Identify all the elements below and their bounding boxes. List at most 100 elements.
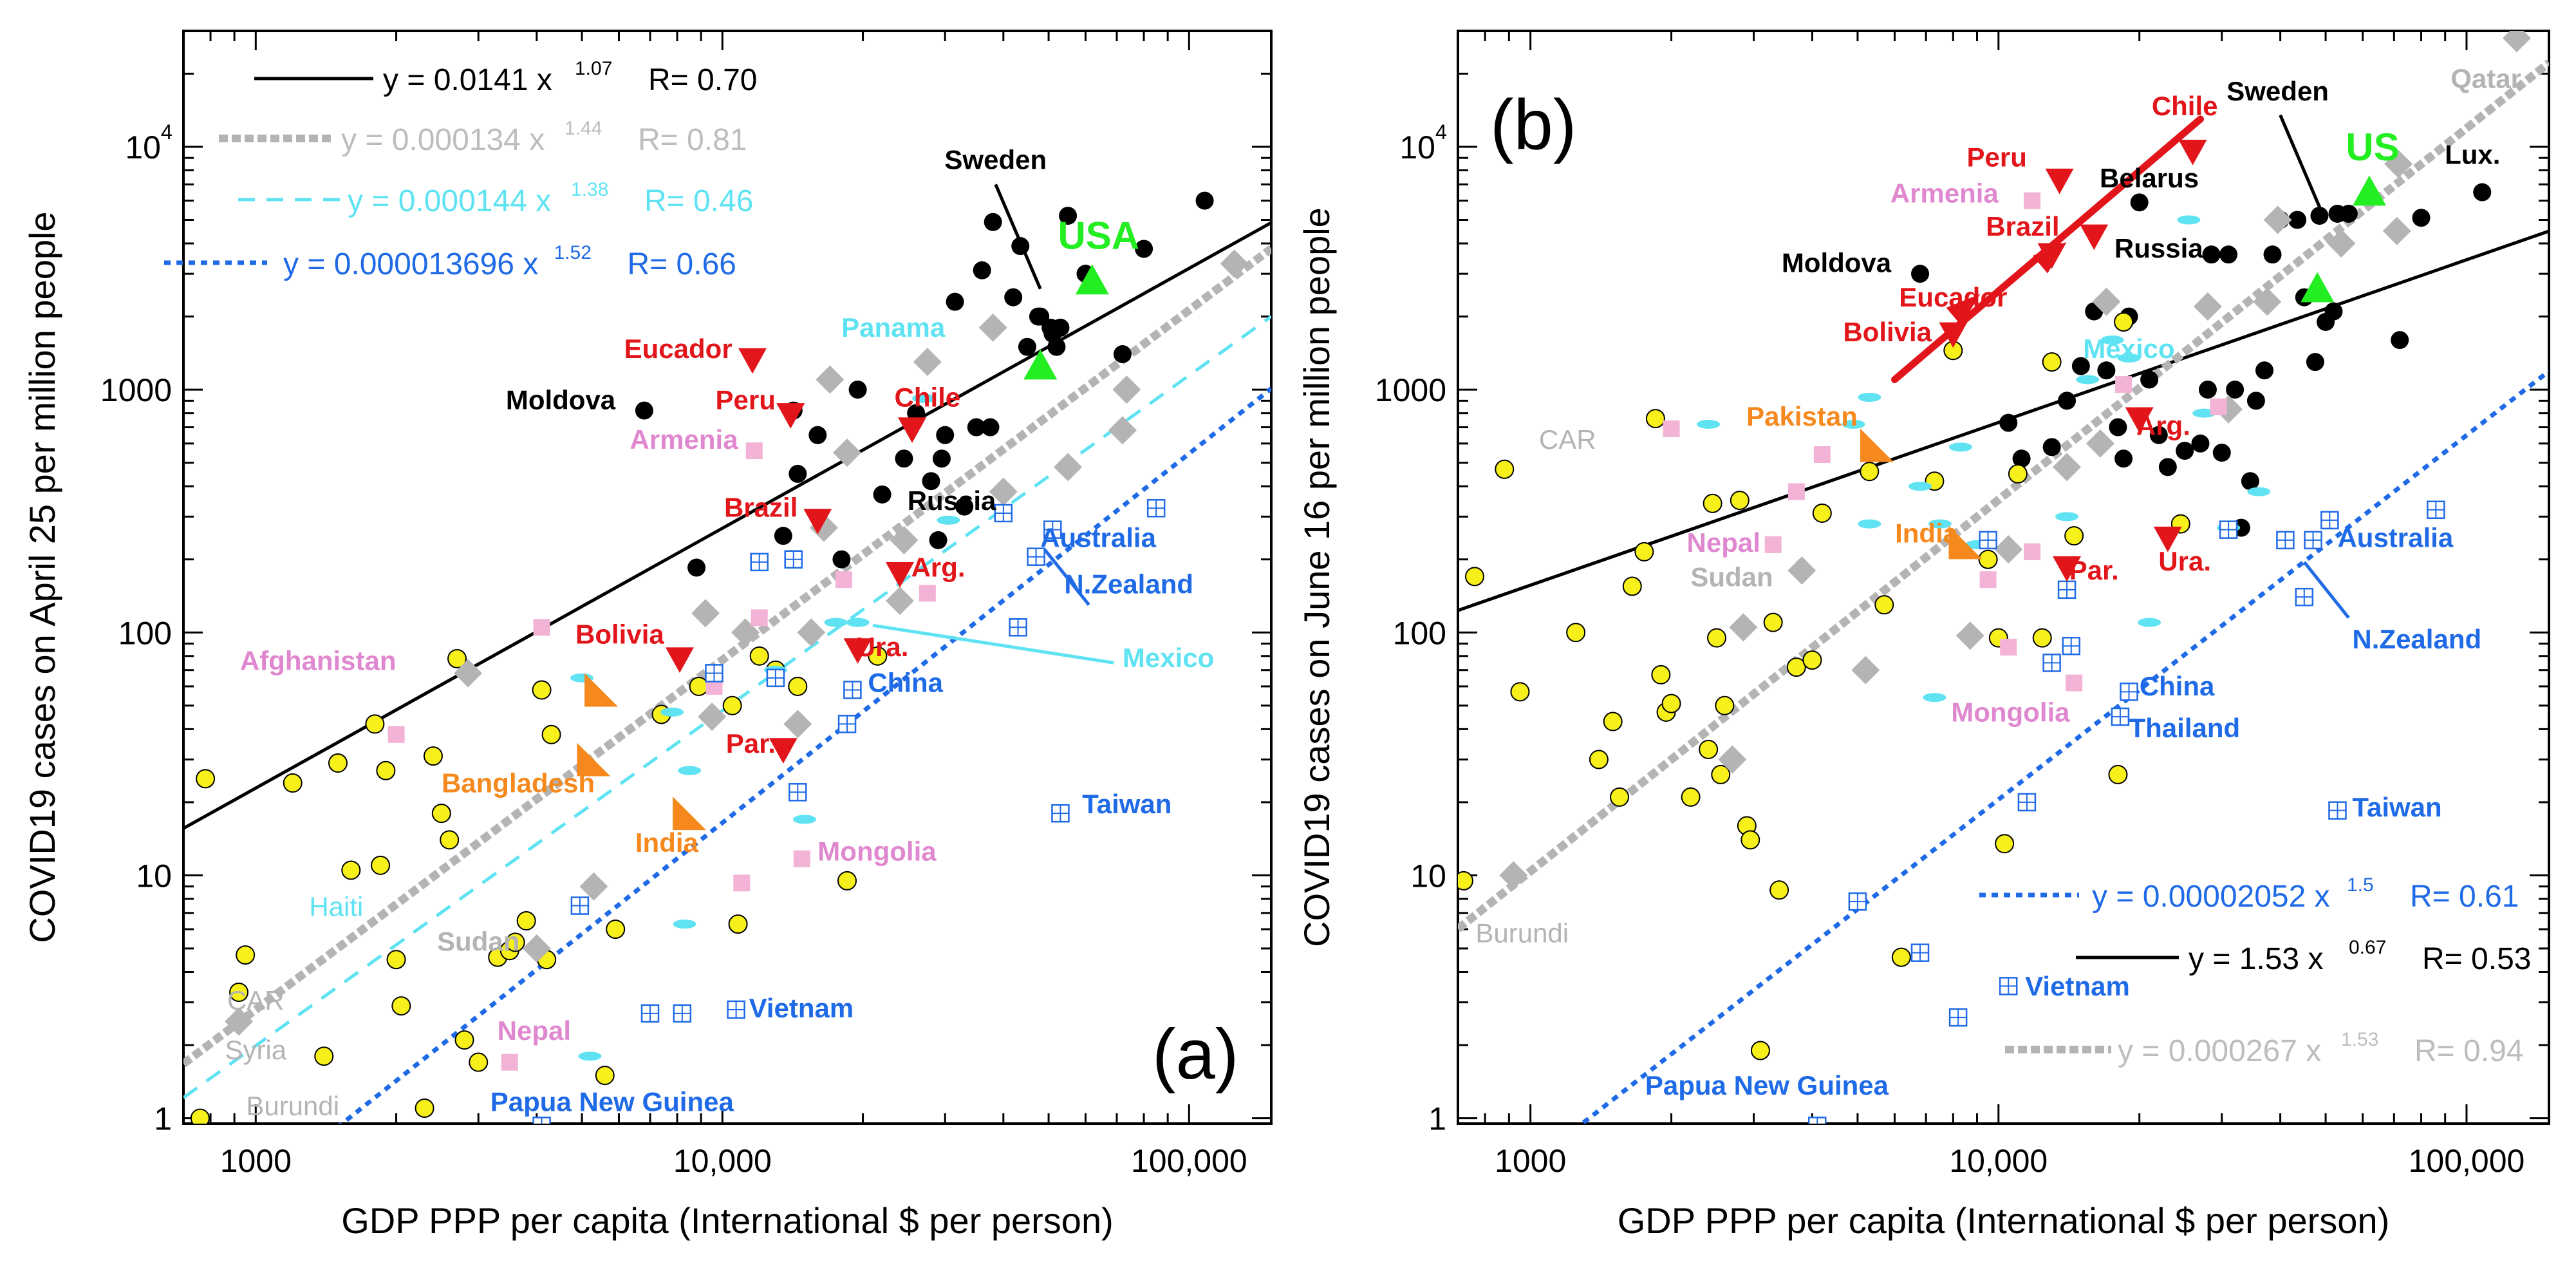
data-point xyxy=(229,983,249,1003)
fit-exponent: 1.44 xyxy=(565,118,602,139)
data-point xyxy=(808,426,827,444)
data-point xyxy=(890,525,919,554)
trend-arrow xyxy=(1946,294,1981,326)
y-tick-label: 1 xyxy=(1428,1101,1446,1137)
data-point xyxy=(2045,168,2074,194)
annotation-label: CAR xyxy=(227,985,285,1015)
data-point xyxy=(2008,464,2028,484)
data-point xyxy=(1750,1041,1770,1061)
data-point xyxy=(1499,861,1528,890)
annotation-label: Peru xyxy=(1967,142,2027,172)
data-point xyxy=(1697,419,1721,429)
fit-exponent: 1.07 xyxy=(575,58,612,79)
data-point xyxy=(2176,442,2194,460)
data-point xyxy=(1891,947,1911,967)
annotation-label: Ura. xyxy=(856,632,909,662)
data-point xyxy=(1112,375,1141,404)
annotation-label: Syria xyxy=(225,1035,286,1065)
data-point xyxy=(769,738,798,764)
data-point xyxy=(913,348,942,377)
data-point xyxy=(2178,140,2207,165)
data-point xyxy=(1955,621,1984,650)
data-point xyxy=(937,515,960,525)
data-point xyxy=(2288,211,2307,229)
fit-r-value: R= 0.46 xyxy=(644,184,753,218)
data-point xyxy=(1663,420,1680,437)
fit-exponent: 1.5 xyxy=(2347,874,2374,896)
data-point xyxy=(1786,657,1806,677)
annotation-label: Peru xyxy=(716,385,776,415)
data-point xyxy=(722,695,742,715)
data-point xyxy=(1730,491,1750,511)
annotation-label: Ura. xyxy=(2158,546,2211,576)
data-point xyxy=(1029,307,1047,326)
annotation-leader-line xyxy=(1043,548,1090,606)
data-point xyxy=(2012,449,2031,468)
data-point xyxy=(955,497,974,516)
data-point xyxy=(1622,576,1642,596)
data-point xyxy=(1051,318,1070,337)
y-tick-label: 10 xyxy=(125,129,161,165)
annotation-label: China xyxy=(868,667,943,697)
annotation-label: Burundi xyxy=(246,1091,339,1121)
y-tick-label: 1 xyxy=(154,1101,172,1137)
data-point xyxy=(387,726,405,743)
data-point xyxy=(2108,764,2128,784)
data-point xyxy=(1023,349,1058,380)
annotation-label: US xyxy=(2346,126,2399,169)
data-point xyxy=(745,442,763,460)
fit-line-gray xyxy=(1458,59,2549,932)
annotation-label: Haiti xyxy=(309,892,363,922)
data-point xyxy=(2058,391,2077,410)
data-point xyxy=(698,703,727,731)
data-point xyxy=(532,680,552,700)
data-point xyxy=(1909,482,1932,491)
data-point xyxy=(981,418,1000,437)
data-point xyxy=(1978,549,1998,569)
annotation-label: Bolivia xyxy=(1843,317,1932,347)
data-point xyxy=(1703,493,1722,513)
data-point xyxy=(1718,745,1747,774)
data-point xyxy=(2149,426,2168,444)
data-point xyxy=(2193,292,2222,321)
data-point xyxy=(501,1053,518,1071)
fit-r-value: R= 0.94 xyxy=(2414,1034,2523,1068)
fit-equation: y = 0.00002052 x xyxy=(2092,880,2330,914)
annotation-label: Arg. xyxy=(2136,411,2190,441)
data-point xyxy=(848,381,867,399)
data-point xyxy=(577,742,611,777)
data-point xyxy=(2037,243,2066,269)
data-point xyxy=(946,292,964,311)
data-point xyxy=(2042,438,2061,457)
fit-line-blue xyxy=(1578,369,2549,1124)
annotation-label: Russia xyxy=(908,486,996,516)
data-point xyxy=(2024,192,2041,209)
y-tick-label: 1000 xyxy=(1375,372,1446,408)
annotation-leader-line xyxy=(994,184,1042,290)
data-point xyxy=(1802,650,1822,670)
data-point xyxy=(2473,183,2492,202)
data-point xyxy=(1661,693,1681,713)
data-point xyxy=(2100,335,2124,345)
data-point xyxy=(1707,628,1727,648)
data-point xyxy=(967,418,985,437)
data-point xyxy=(2053,556,2082,582)
data-point xyxy=(978,313,1007,342)
data-point xyxy=(1787,483,1805,500)
annotation-label: Eucador xyxy=(624,334,733,364)
data-point xyxy=(984,212,1002,231)
annotation-label: N.Zealand xyxy=(1064,569,1193,599)
data-point xyxy=(1195,191,1214,210)
data-point xyxy=(1220,249,1249,278)
data-point xyxy=(803,509,832,534)
annotation-label: Taiwan xyxy=(2352,792,2441,822)
data-point xyxy=(1681,787,1701,807)
annotation-label: Vietnam xyxy=(749,993,854,1023)
data-point xyxy=(541,724,561,744)
data-point xyxy=(2339,204,2358,223)
annotation-label: Papua New Guinea xyxy=(1645,1070,1889,1100)
data-point xyxy=(1634,542,1654,561)
data-point xyxy=(1464,567,1484,587)
data-point xyxy=(2114,312,2134,332)
fit-equation: y = 0.000267 x xyxy=(2118,1034,2321,1068)
